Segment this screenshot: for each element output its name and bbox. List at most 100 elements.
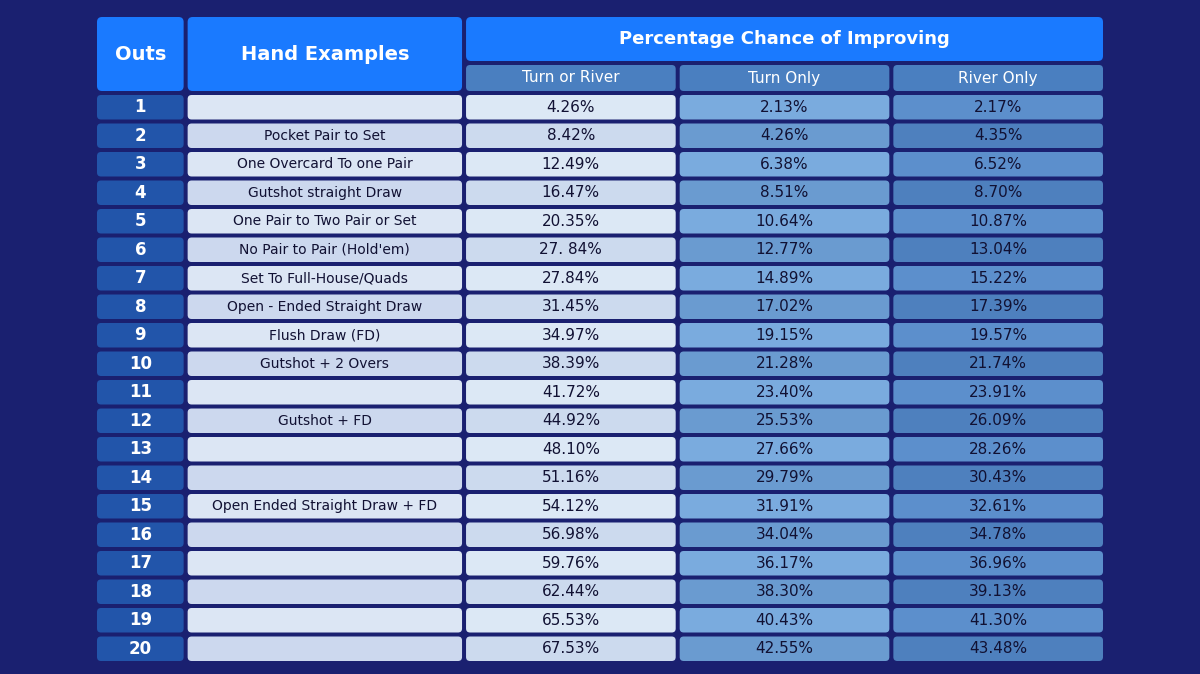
FancyBboxPatch shape <box>466 352 676 376</box>
FancyBboxPatch shape <box>466 123 676 148</box>
Text: 11: 11 <box>128 384 152 401</box>
FancyBboxPatch shape <box>97 608 184 632</box>
Text: Open - Ended Straight Draw: Open - Ended Straight Draw <box>227 300 422 314</box>
FancyBboxPatch shape <box>679 123 889 148</box>
FancyBboxPatch shape <box>97 494 184 518</box>
Text: 38.30%: 38.30% <box>755 584 814 599</box>
Text: 25.53%: 25.53% <box>756 413 814 428</box>
FancyBboxPatch shape <box>187 580 462 604</box>
FancyBboxPatch shape <box>893 380 1103 404</box>
Text: Turn Only: Turn Only <box>749 71 821 86</box>
FancyBboxPatch shape <box>187 323 462 348</box>
Text: 10: 10 <box>128 355 152 373</box>
Text: 17.02%: 17.02% <box>756 299 814 314</box>
FancyBboxPatch shape <box>679 437 889 462</box>
FancyBboxPatch shape <box>187 295 462 319</box>
FancyBboxPatch shape <box>97 323 184 348</box>
Text: 12.77%: 12.77% <box>756 242 814 257</box>
FancyBboxPatch shape <box>97 295 184 319</box>
FancyBboxPatch shape <box>679 551 889 576</box>
Text: 62.44%: 62.44% <box>542 584 600 599</box>
Text: Gutshot straight Draw: Gutshot straight Draw <box>247 186 402 200</box>
Text: 2.17%: 2.17% <box>974 100 1022 115</box>
Text: Set To Full-House/Quads: Set To Full-House/Quads <box>241 271 408 285</box>
FancyBboxPatch shape <box>679 636 889 661</box>
FancyBboxPatch shape <box>679 408 889 433</box>
Text: Gutshot + 2 Overs: Gutshot + 2 Overs <box>260 357 389 371</box>
FancyBboxPatch shape <box>679 580 889 604</box>
Text: 8.51%: 8.51% <box>761 185 809 200</box>
FancyBboxPatch shape <box>97 266 184 290</box>
Text: 6.38%: 6.38% <box>761 157 809 172</box>
FancyBboxPatch shape <box>893 181 1103 205</box>
FancyBboxPatch shape <box>187 237 462 262</box>
FancyBboxPatch shape <box>466 522 676 547</box>
FancyBboxPatch shape <box>893 323 1103 348</box>
FancyBboxPatch shape <box>97 580 184 604</box>
Text: 42.55%: 42.55% <box>756 641 814 656</box>
FancyBboxPatch shape <box>187 17 462 91</box>
Text: 41.72%: 41.72% <box>542 385 600 400</box>
FancyBboxPatch shape <box>97 551 184 576</box>
FancyBboxPatch shape <box>893 466 1103 490</box>
Text: 5: 5 <box>134 212 146 231</box>
FancyBboxPatch shape <box>893 636 1103 661</box>
FancyBboxPatch shape <box>893 209 1103 233</box>
FancyBboxPatch shape <box>466 95 676 119</box>
Text: 12: 12 <box>128 412 152 430</box>
FancyBboxPatch shape <box>187 209 462 233</box>
Text: 15: 15 <box>128 497 152 515</box>
Text: 13.04%: 13.04% <box>970 242 1027 257</box>
FancyBboxPatch shape <box>679 95 889 119</box>
FancyBboxPatch shape <box>893 95 1103 119</box>
FancyBboxPatch shape <box>97 408 184 433</box>
Text: 17: 17 <box>128 554 152 572</box>
FancyBboxPatch shape <box>97 380 184 404</box>
Text: 18: 18 <box>128 583 152 601</box>
Text: 30.43%: 30.43% <box>970 470 1027 485</box>
Text: 19: 19 <box>128 611 152 630</box>
Text: 39.13%: 39.13% <box>968 584 1027 599</box>
Text: 36.17%: 36.17% <box>755 556 814 571</box>
FancyBboxPatch shape <box>893 295 1103 319</box>
Text: Outs: Outs <box>115 44 166 63</box>
Text: 17.39%: 17.39% <box>970 299 1027 314</box>
Text: 29.79%: 29.79% <box>755 470 814 485</box>
FancyBboxPatch shape <box>679 237 889 262</box>
Text: 23.91%: 23.91% <box>970 385 1027 400</box>
Text: 34.97%: 34.97% <box>541 328 600 343</box>
FancyBboxPatch shape <box>187 123 462 148</box>
FancyBboxPatch shape <box>893 551 1103 576</box>
FancyBboxPatch shape <box>97 437 184 462</box>
Text: 13: 13 <box>128 440 152 458</box>
FancyBboxPatch shape <box>893 494 1103 518</box>
FancyBboxPatch shape <box>97 17 184 91</box>
FancyBboxPatch shape <box>466 181 676 205</box>
FancyBboxPatch shape <box>97 152 184 177</box>
Text: 8: 8 <box>134 298 146 315</box>
Text: 23.40%: 23.40% <box>756 385 814 400</box>
FancyBboxPatch shape <box>187 266 462 290</box>
FancyBboxPatch shape <box>187 181 462 205</box>
FancyBboxPatch shape <box>97 352 184 376</box>
FancyBboxPatch shape <box>893 123 1103 148</box>
Text: 32.61%: 32.61% <box>970 499 1027 514</box>
Text: Gutshot + FD: Gutshot + FD <box>278 414 372 428</box>
FancyBboxPatch shape <box>187 522 462 547</box>
FancyBboxPatch shape <box>187 408 462 433</box>
Text: 31.91%: 31.91% <box>755 499 814 514</box>
FancyBboxPatch shape <box>679 522 889 547</box>
FancyBboxPatch shape <box>893 408 1103 433</box>
Text: 27. 84%: 27. 84% <box>540 242 602 257</box>
FancyBboxPatch shape <box>466 380 676 404</box>
Text: 21.74%: 21.74% <box>970 357 1027 371</box>
Text: 3: 3 <box>134 155 146 173</box>
Text: Percentage Chance of Improving: Percentage Chance of Improving <box>619 30 950 48</box>
FancyBboxPatch shape <box>893 522 1103 547</box>
Text: River Only: River Only <box>959 71 1038 86</box>
FancyBboxPatch shape <box>466 580 676 604</box>
FancyBboxPatch shape <box>679 295 889 319</box>
Text: 41.30%: 41.30% <box>970 613 1027 627</box>
FancyBboxPatch shape <box>97 237 184 262</box>
Text: 8.70%: 8.70% <box>974 185 1022 200</box>
